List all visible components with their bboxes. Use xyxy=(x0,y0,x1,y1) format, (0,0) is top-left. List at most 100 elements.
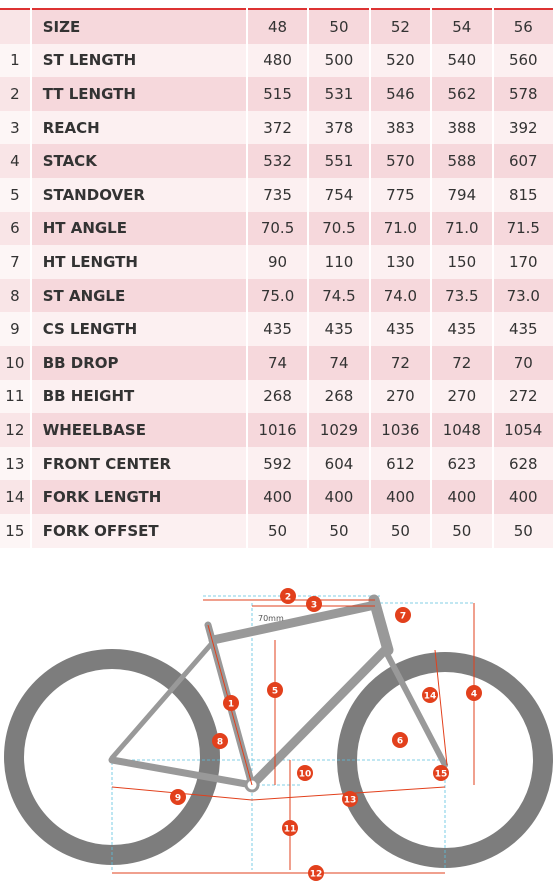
measure-value: 72 xyxy=(369,345,433,380)
measure-value: 560 xyxy=(492,43,555,78)
marker-label: 8 xyxy=(217,738,223,748)
measure-value: 74 xyxy=(308,345,371,380)
row-index: 12 xyxy=(0,413,32,447)
marker-label: 7 xyxy=(400,612,406,622)
measure-value: 1048 xyxy=(431,413,494,447)
measure-value: 400 xyxy=(369,480,433,514)
row-index: 6 xyxy=(0,211,32,246)
table-row: 4 STACK 532 551 570 588 607 xyxy=(0,144,555,178)
measure-value: 70 xyxy=(492,345,555,380)
measure-value: 1016 xyxy=(246,413,310,447)
measure-value: 73.5 xyxy=(431,278,494,313)
table-row: 6 HT ANGLE 70.5 70.5 71.0 71.0 71.5 xyxy=(0,211,555,246)
measure-value: 520 xyxy=(369,43,433,78)
measure-value: 71.5 xyxy=(492,211,555,246)
row-index: 3 xyxy=(0,110,32,145)
measure-value: 400 xyxy=(308,480,371,514)
measure-name: TT LENGTH xyxy=(30,77,248,111)
measure-value: 562 xyxy=(431,77,494,111)
measure-value: 70.5 xyxy=(246,211,310,246)
measure-name: STANDOVER xyxy=(30,177,248,212)
measure-value: 628 xyxy=(492,446,555,481)
measure-value: 515 xyxy=(246,77,310,111)
measure-value: 607 xyxy=(492,144,555,178)
measure-value: 270 xyxy=(431,379,494,414)
measure-value: 130 xyxy=(369,245,433,279)
measure-name: BB DROP xyxy=(30,345,248,380)
marker-dot xyxy=(308,865,324,881)
measure-value: 592 xyxy=(246,446,310,481)
measure-value: 378 xyxy=(308,110,371,145)
row-index: 9 xyxy=(0,312,32,346)
marker-label: 12 xyxy=(310,870,323,880)
measure-value: 75.0 xyxy=(246,278,310,313)
marker-label: 1 xyxy=(228,700,234,710)
marker-dot xyxy=(170,789,186,805)
measure-name: WHEELBASE xyxy=(30,413,248,447)
row-index: 11 xyxy=(0,379,32,414)
measure-value: 400 xyxy=(431,480,494,514)
marker-dot xyxy=(282,820,298,836)
measure-value: 588 xyxy=(431,144,494,178)
table-row: 14 FORK LENGTH 400 400 400 400 400 xyxy=(0,480,555,514)
measure-value: 50 xyxy=(492,513,555,548)
measure-value: 73.0 xyxy=(492,278,555,313)
measure-name: BB HEIGHT xyxy=(30,379,248,414)
measure-value: 50 xyxy=(246,513,310,548)
measure-value: 170 xyxy=(492,245,555,279)
measure-name: HT ANGLE xyxy=(30,211,248,246)
marker-label: 10 xyxy=(299,770,312,780)
marker-dot xyxy=(212,733,228,749)
marker-dot xyxy=(392,732,408,748)
marker-label: 5 xyxy=(272,687,278,697)
table-row: 3 REACH 372 378 383 388 392 xyxy=(0,110,555,145)
measure-value: 383 xyxy=(369,110,433,145)
size-header: 50 xyxy=(308,9,371,44)
table-row: 9 CS LENGTH 435 435 435 435 435 xyxy=(0,312,555,346)
measure-value: 392 xyxy=(492,110,555,145)
row-index: 15 xyxy=(0,513,32,548)
measure-value: 531 xyxy=(308,77,371,111)
measure-value: 270 xyxy=(369,379,433,414)
measure-value: 532 xyxy=(246,144,310,178)
measure-value: 400 xyxy=(492,480,555,514)
measure-name: REACH xyxy=(30,110,248,145)
measure-value: 268 xyxy=(246,379,310,414)
measure-value: 272 xyxy=(492,379,555,414)
table-row: 2 TT LENGTH 515 531 546 562 578 xyxy=(0,77,555,111)
row-index: 7 xyxy=(0,245,32,279)
table-row: SIZE 48 50 52 54 56 xyxy=(0,9,555,44)
offset-note: 70mm xyxy=(258,614,284,623)
measure-value: 400 xyxy=(246,480,310,514)
measure-value: 372 xyxy=(246,110,310,145)
table-row: 1 ST LENGTH 480 500 520 540 560 xyxy=(0,43,555,78)
marker-label: 2 xyxy=(285,593,291,603)
measure-value: 735 xyxy=(246,177,310,212)
measure-name: ST LENGTH xyxy=(30,43,248,78)
measure-value: 578 xyxy=(492,77,555,111)
row-index: 14 xyxy=(0,480,32,514)
table-row: 10 BB DROP 74 74 72 72 70 xyxy=(0,345,555,380)
measure-value: 540 xyxy=(431,43,494,78)
table-row: 12 WHEELBASE 1016 1029 1036 1048 1054 xyxy=(0,413,555,447)
size-header: 56 xyxy=(492,9,555,44)
measure-value: 71.0 xyxy=(369,211,433,246)
geometry-table: SIZE 48 50 52 54 56 1 ST LENGTH 480 500 520 540 560 2… xyxy=(0,8,555,548)
marker-label: 3 xyxy=(311,601,317,611)
measure-value: 50 xyxy=(308,513,371,548)
marker-dot xyxy=(306,596,322,612)
marker-dot xyxy=(395,607,411,623)
measure-value: 268 xyxy=(308,379,371,414)
measure-value: 1036 xyxy=(369,413,433,447)
table-row: 13 FRONT CENTER 592 604 612 623 628 xyxy=(0,446,555,481)
measure-value: 50 xyxy=(369,513,433,548)
table-row: 11 BB HEIGHT 268 268 270 270 272 xyxy=(0,379,555,414)
size-header: 54 xyxy=(431,9,494,44)
measure-value: 90 xyxy=(246,245,310,279)
measure-value: 435 xyxy=(246,312,310,346)
measure-value: 435 xyxy=(431,312,494,346)
table-row: 15 FORK OFFSET 50 50 50 50 50 xyxy=(0,513,555,548)
marker-label: 14 xyxy=(424,692,437,702)
